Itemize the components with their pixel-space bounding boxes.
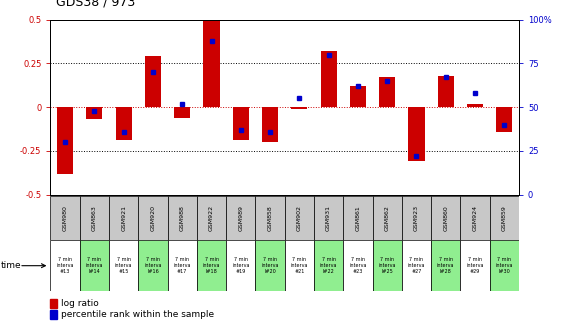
Text: GSM931: GSM931 xyxy=(326,205,331,231)
Bar xyxy=(109,196,139,240)
Text: 7 min
interva
#17: 7 min interva #17 xyxy=(173,257,191,274)
Text: 7 min
interva
l#28: 7 min interva l#28 xyxy=(437,257,454,274)
Bar xyxy=(431,240,461,291)
Bar xyxy=(284,240,314,291)
Bar xyxy=(408,107,425,161)
Bar xyxy=(496,107,512,131)
Bar xyxy=(350,86,366,107)
Bar xyxy=(57,107,73,174)
Text: GSM922: GSM922 xyxy=(209,205,214,231)
Text: GSM989: GSM989 xyxy=(238,205,243,231)
Text: 7 min
interva
l#30: 7 min interva l#30 xyxy=(495,257,513,274)
Text: GSM860: GSM860 xyxy=(443,205,448,231)
Text: GSM988: GSM988 xyxy=(180,205,185,231)
Text: 7 min
interva
l#20: 7 min interva l#20 xyxy=(261,257,279,274)
Bar xyxy=(197,196,226,240)
Text: log ratio: log ratio xyxy=(61,299,98,308)
Bar xyxy=(490,240,519,291)
Bar xyxy=(80,196,109,240)
Text: time: time xyxy=(1,261,22,270)
Text: 7 min
interva
l#22: 7 min interva l#22 xyxy=(320,257,337,274)
Text: GSM861: GSM861 xyxy=(356,205,360,231)
Text: 7 min
interva
#23: 7 min interva #23 xyxy=(349,257,367,274)
Text: GSM980: GSM980 xyxy=(63,205,68,231)
Bar xyxy=(50,240,80,291)
Bar xyxy=(320,51,337,107)
Text: GSM924: GSM924 xyxy=(472,205,477,231)
Bar xyxy=(255,240,284,291)
Text: 7 min
interva
l#18: 7 min interva l#18 xyxy=(203,257,220,274)
Text: 7 min
interva
#29: 7 min interva #29 xyxy=(466,257,484,274)
Bar xyxy=(291,107,307,109)
Bar xyxy=(145,56,161,107)
Bar xyxy=(284,196,314,240)
Bar xyxy=(431,196,461,240)
Bar xyxy=(139,240,168,291)
Bar xyxy=(168,196,197,240)
Bar xyxy=(314,196,343,240)
Bar xyxy=(379,77,396,107)
Text: GDS38 / 973: GDS38 / 973 xyxy=(56,0,135,8)
Bar xyxy=(343,196,373,240)
Bar xyxy=(438,76,454,107)
Bar xyxy=(80,240,109,291)
Text: 7 min
interva
#27: 7 min interva #27 xyxy=(408,257,425,274)
Bar xyxy=(467,104,483,107)
Bar xyxy=(373,240,402,291)
Text: GSM902: GSM902 xyxy=(297,205,302,231)
Text: GSM920: GSM920 xyxy=(150,205,155,231)
Text: 7 min
interva
#21: 7 min interva #21 xyxy=(291,257,308,274)
Bar xyxy=(109,240,139,291)
Bar xyxy=(226,240,255,291)
Bar xyxy=(168,240,197,291)
Bar xyxy=(86,107,103,119)
Bar xyxy=(50,196,80,240)
Text: 7 min
interva
l#25: 7 min interva l#25 xyxy=(379,257,396,274)
Bar xyxy=(233,107,249,140)
Text: GSM923: GSM923 xyxy=(414,205,419,231)
Bar xyxy=(373,196,402,240)
Bar xyxy=(262,107,278,142)
Text: GSM859: GSM859 xyxy=(502,205,507,231)
Bar xyxy=(139,196,168,240)
Text: 7 min
interva
#19: 7 min interva #19 xyxy=(232,257,250,274)
Bar xyxy=(174,107,190,118)
Text: 7 min
interva
#15: 7 min interva #15 xyxy=(115,257,132,274)
Bar xyxy=(226,196,255,240)
Text: GSM921: GSM921 xyxy=(121,205,126,231)
Bar xyxy=(255,196,284,240)
Text: GSM863: GSM863 xyxy=(92,205,97,231)
Text: 7 min
interva
l#14: 7 min interva l#14 xyxy=(86,257,103,274)
Text: GSM862: GSM862 xyxy=(385,205,390,231)
Bar xyxy=(461,196,490,240)
Bar xyxy=(197,240,226,291)
Bar xyxy=(490,196,519,240)
Bar xyxy=(314,240,343,291)
Text: 7 min
interva
#13: 7 min interva #13 xyxy=(56,257,74,274)
Bar xyxy=(343,240,373,291)
Bar xyxy=(402,240,431,291)
Bar xyxy=(116,107,132,140)
Bar xyxy=(461,240,490,291)
Text: GSM858: GSM858 xyxy=(268,205,273,231)
Bar xyxy=(204,21,219,107)
Text: percentile rank within the sample: percentile rank within the sample xyxy=(61,310,214,319)
Bar xyxy=(402,196,431,240)
Text: 7 min
interva
l#16: 7 min interva l#16 xyxy=(144,257,162,274)
